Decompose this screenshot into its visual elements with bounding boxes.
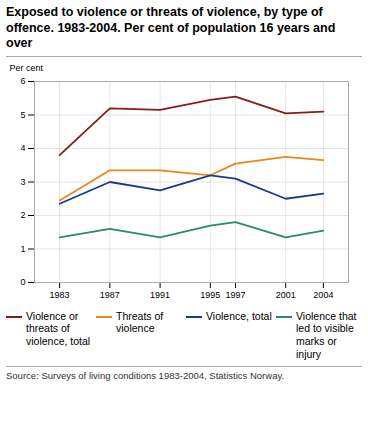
- svg-text:3: 3: [20, 177, 25, 187]
- svg-text:4: 4: [20, 143, 25, 153]
- svg-text:0: 0: [20, 277, 25, 287]
- svg-text:2004: 2004: [313, 290, 333, 300]
- svg-text:6: 6: [20, 76, 25, 86]
- svg-text:1: 1: [20, 244, 25, 254]
- svg-text:1987: 1987: [100, 290, 120, 300]
- svg-text:2001: 2001: [276, 290, 296, 300]
- svg-text:1995: 1995: [200, 290, 220, 300]
- html-text:Source: Surveys of living cond: Source: Surveys of living conditions 198…: [6, 370, 285, 382]
- svg-text:1983: 1983: [50, 290, 70, 300]
- html-text:Violence, total: Violence, total: [206, 309, 272, 322]
- svg-text:5: 5: [20, 110, 25, 120]
- html-text:Violence or threats of violenc: Violence or threats of violence, total: [26, 309, 91, 348]
- html-text:Threats of violence: Threats of violence: [116, 309, 164, 335]
- html-text:Exposed to violence or threats: Exposed to violence or threats of violen…: [6, 5, 336, 51]
- html-text:Violence that led to visible m: Violence that led to visible marks or in…: [296, 309, 357, 360]
- svg-text:Per cent: Per cent: [10, 63, 44, 73]
- svg-text:1997: 1997: [225, 290, 245, 300]
- svg-text:2: 2: [20, 210, 25, 220]
- svg-text:1991: 1991: [150, 290, 170, 300]
